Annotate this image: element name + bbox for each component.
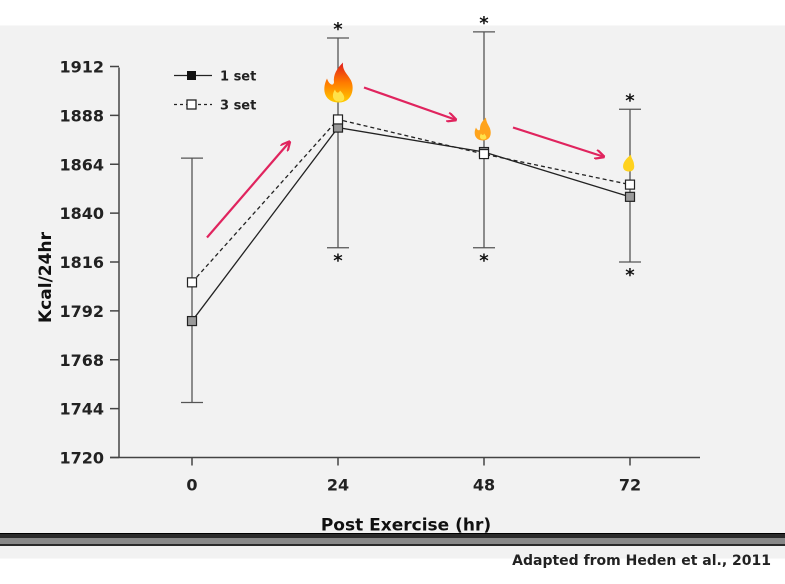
significance-star-upper: * bbox=[625, 90, 635, 111]
significance-star-lower: * bbox=[625, 265, 635, 286]
series-line-1set bbox=[191, 126, 631, 322]
y-tick-label: 1864 bbox=[59, 155, 104, 174]
x-tick-label: 24 bbox=[327, 476, 349, 495]
data-point-3set bbox=[478, 148, 490, 160]
data-point-3set bbox=[624, 179, 636, 190]
rise-arrow bbox=[206, 143, 289, 239]
large-flame-icon bbox=[324, 62, 353, 103]
x-tick-label: 0 bbox=[186, 476, 197, 495]
y-tick-label: 1816 bbox=[59, 253, 104, 272]
decline-arrow-2 bbox=[512, 126, 603, 157]
series-line-3set bbox=[191, 118, 631, 283]
y-tick-label: 1888 bbox=[59, 106, 104, 125]
y-tick-label: 1720 bbox=[59, 449, 104, 468]
x-axis-title: Post Exercise (hr) bbox=[321, 516, 491, 536]
x-ticks: 0 24 48 72 bbox=[186, 457, 641, 495]
series-points bbox=[186, 114, 636, 327]
legend-marker-3set bbox=[186, 99, 197, 110]
data-point-3set bbox=[332, 114, 344, 125]
x-tick-label: 48 bbox=[473, 476, 495, 495]
decline-arrow-1 bbox=[363, 86, 455, 120]
source-credit: Adapted from Heden et al., 2011 bbox=[512, 553, 771, 569]
legend-marker-1set bbox=[187, 71, 196, 80]
significance-star-lower: * bbox=[479, 251, 489, 272]
legend-label-1set: 1 set bbox=[220, 70, 256, 85]
data-point-1set bbox=[186, 315, 198, 327]
significance-star-upper: * bbox=[333, 19, 343, 40]
data-point-1set bbox=[624, 191, 636, 202]
y-tick-label: 1792 bbox=[59, 302, 104, 321]
data-point-3set bbox=[186, 277, 198, 288]
significance-star-lower: * bbox=[333, 251, 343, 272]
y-tick-label: 1840 bbox=[59, 204, 104, 223]
legend-label-3set: 3 set bbox=[220, 99, 256, 114]
y-tick-label: 1912 bbox=[59, 58, 104, 77]
series-lines bbox=[191, 118, 631, 322]
plot-background bbox=[0, 25, 785, 559]
trend-arrows bbox=[206, 86, 603, 239]
y-tick-label: 1768 bbox=[59, 351, 104, 370]
significance-star-upper: * bbox=[479, 13, 489, 34]
footer-divider bbox=[0, 533, 785, 546]
legend: 1 set 3 set bbox=[174, 70, 256, 114]
x-tick-label: 72 bbox=[619, 476, 641, 495]
significance-markers: * * * * * * bbox=[333, 13, 635, 286]
medium-flame-icon bbox=[474, 117, 491, 141]
small-flame-icon bbox=[623, 154, 635, 172]
y-ticks: 1720 1744 1768 1792 1816 1840 1864 1888 1912 bbox=[59, 58, 119, 468]
y-tick-label: 1744 bbox=[59, 400, 104, 419]
y-axis-title: Kcal/24hr bbox=[36, 231, 56, 323]
